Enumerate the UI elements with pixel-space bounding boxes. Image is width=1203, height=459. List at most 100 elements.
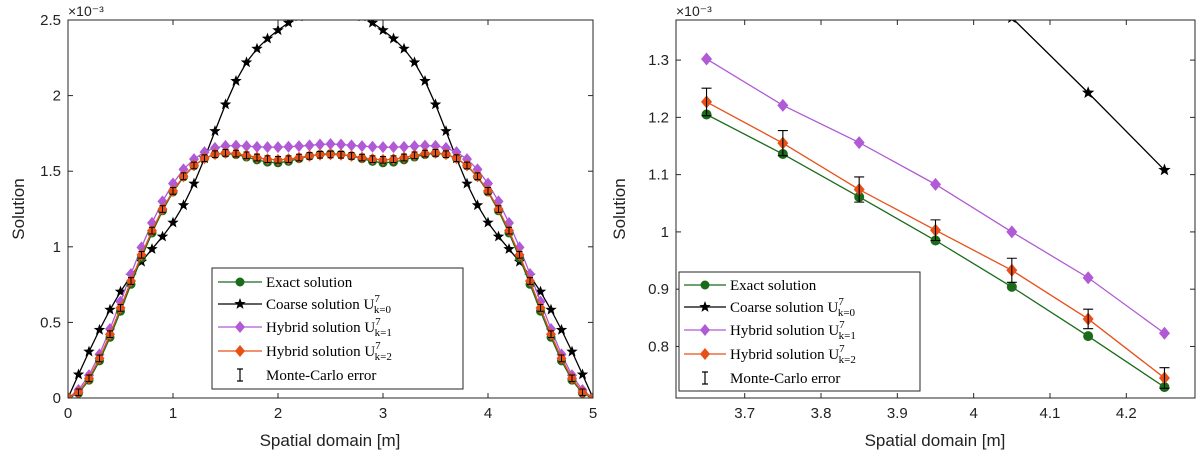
x-axis-label: Spatial domain [m] bbox=[260, 431, 401, 450]
error-bar bbox=[548, 330, 554, 339]
legend-item-coarse: Coarse solution U7 k=0 bbox=[684, 296, 856, 319]
data-point bbox=[346, 139, 357, 152]
x-tick-label: 5 bbox=[589, 405, 597, 422]
error-bar bbox=[75, 388, 82, 397]
x-tick-label: 1 bbox=[169, 405, 177, 422]
data-point bbox=[282, 20, 295, 28]
errorbar-group bbox=[701, 87, 1170, 389]
error-bar bbox=[569, 374, 575, 383]
error-bar bbox=[527, 277, 533, 285]
legend-item-exact: Exact solution bbox=[684, 278, 817, 294]
data-point bbox=[1158, 163, 1171, 176]
plot-frame bbox=[675, 19, 1196, 399]
data-point bbox=[251, 42, 263, 54]
data-point bbox=[1081, 86, 1095, 98]
data-point bbox=[72, 368, 85, 380]
data-point bbox=[534, 285, 547, 297]
error-bar bbox=[191, 161, 197, 170]
data-point bbox=[492, 230, 505, 242]
legend-box bbox=[211, 267, 464, 390]
data-point bbox=[930, 177, 941, 191]
data-point bbox=[335, 6, 346, 17]
data-point bbox=[241, 140, 252, 153]
data-point bbox=[430, 139, 441, 152]
error-bar bbox=[138, 251, 145, 259]
error-bar bbox=[201, 154, 208, 162]
y-tick-label: 2.5 bbox=[40, 12, 61, 29]
data-point bbox=[188, 177, 200, 189]
x-tick-label: 2 bbox=[274, 405, 282, 422]
legend-item-hybrid2: Hybrid solution U7 k=2 bbox=[684, 343, 856, 366]
data-point bbox=[336, 138, 346, 151]
data-point bbox=[1083, 331, 1094, 342]
y-exponent: ×10⁻³ bbox=[676, 3, 712, 19]
legend-item-hybrid1: Hybrid solution U7 k=1 bbox=[684, 319, 856, 342]
x-tick-label: 4 bbox=[484, 405, 492, 422]
data-point bbox=[156, 230, 169, 242]
error-bar bbox=[422, 149, 428, 158]
data-point bbox=[315, 138, 325, 151]
error-bar bbox=[558, 354, 565, 363]
x-tick-label: 3.8 bbox=[811, 405, 832, 422]
error-bar bbox=[180, 172, 187, 181]
error-bar bbox=[275, 156, 281, 164]
data-point bbox=[325, 7, 336, 18]
error-bar bbox=[854, 176, 865, 203]
data-point bbox=[68, 392, 73, 398]
data-point bbox=[146, 243, 158, 254]
data-point bbox=[83, 345, 95, 357]
legend-box bbox=[678, 271, 921, 392]
x-tick-label: 4.1 bbox=[1040, 405, 1061, 422]
data-point bbox=[503, 243, 515, 254]
legend-item-mc-error: Monte-Carlo error bbox=[237, 368, 376, 384]
y-tick-label: 0.8 bbox=[648, 338, 669, 355]
error-bar bbox=[170, 187, 176, 195]
data-point bbox=[387, 32, 400, 44]
data-point bbox=[482, 216, 494, 228]
data-point bbox=[545, 303, 557, 315]
y-tick-label: 1 bbox=[53, 239, 61, 256]
data-point bbox=[230, 74, 242, 86]
data-point bbox=[167, 216, 179, 228]
y-tick-label: 1 bbox=[661, 224, 669, 241]
error-bar bbox=[96, 354, 103, 363]
data-point bbox=[377, 24, 389, 36]
error-bar bbox=[317, 150, 323, 159]
error-bar bbox=[338, 150, 344, 159]
legend-item-hybrid1: Hybrid solution U7 k=1 bbox=[218, 316, 392, 339]
error-bar bbox=[1159, 367, 1170, 389]
x-tick-label: 4 bbox=[969, 405, 977, 422]
legend-label: Exact solution bbox=[730, 278, 817, 294]
data-point bbox=[314, 6, 325, 17]
tick-group: 3.7 3.8 3.9 4 4.1 4.2 0.8 0.9 1 1.1 1.2 1.3 bbox=[648, 20, 1195, 422]
error-bar bbox=[149, 226, 155, 235]
data-point bbox=[461, 177, 473, 189]
data-point bbox=[219, 98, 232, 110]
legend-label: Monte-Carlo error bbox=[730, 371, 840, 387]
data-point bbox=[419, 74, 431, 86]
data-point bbox=[262, 141, 273, 154]
data-point bbox=[304, 7, 315, 18]
error-bar bbox=[411, 151, 418, 160]
data-point bbox=[231, 139, 241, 152]
error-bar bbox=[264, 155, 271, 164]
legend-label: Coarse solution U7 k=0 bbox=[730, 296, 856, 319]
data-point bbox=[408, 56, 421, 68]
error-bar bbox=[254, 153, 260, 162]
legend: Exact solution Coarse solution U7 k=0 Hyb… bbox=[678, 271, 921, 392]
error-bar bbox=[222, 149, 229, 157]
error-bar bbox=[296, 153, 302, 162]
data-point bbox=[378, 141, 388, 154]
data-point bbox=[93, 323, 106, 335]
legend-label: Hybrid solution U7 k=2 bbox=[730, 343, 856, 366]
error-bar bbox=[701, 87, 712, 117]
error-bar bbox=[777, 129, 788, 157]
error-bar bbox=[579, 388, 586, 397]
error-bar bbox=[233, 149, 239, 158]
data-point bbox=[420, 139, 430, 152]
error-bar bbox=[107, 330, 113, 339]
data-point bbox=[294, 140, 304, 153]
x-axis-label: Spatial domain [m] bbox=[865, 431, 1006, 450]
data-point bbox=[440, 125, 452, 136]
error-bar bbox=[359, 153, 365, 162]
